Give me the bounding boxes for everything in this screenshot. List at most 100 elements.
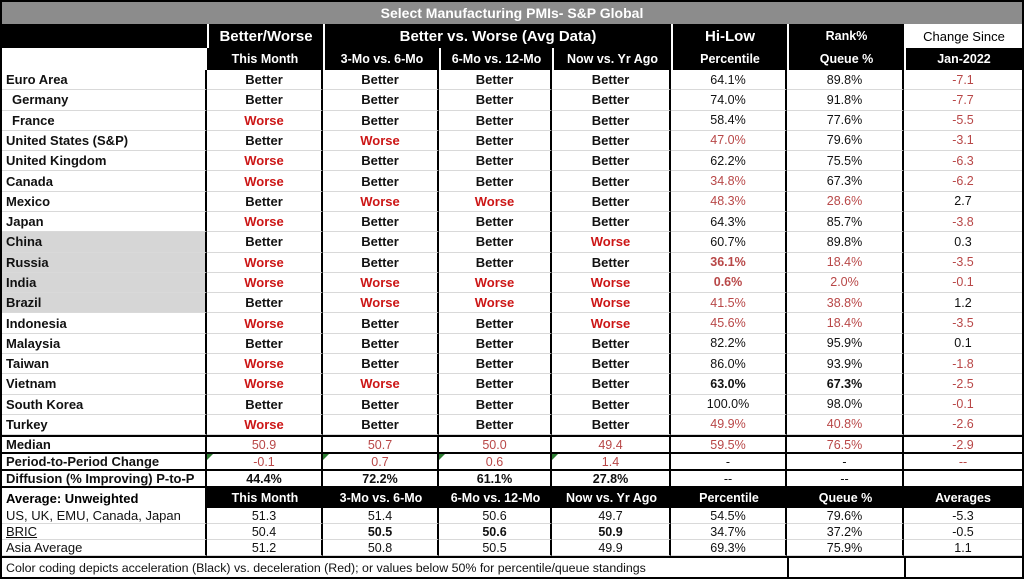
value-cell: Worse xyxy=(552,232,671,253)
value-cell: Worse xyxy=(207,374,323,395)
value-cell: Worse xyxy=(323,374,439,395)
value-cell: 89.8% xyxy=(787,70,904,91)
row-label: Malaysia xyxy=(2,333,207,354)
value-cell: Better xyxy=(207,90,323,111)
value-cell: Better xyxy=(207,70,323,91)
value-cell: Better xyxy=(439,374,552,395)
value-cell: 28.6% xyxy=(787,191,904,212)
value-cell: Better xyxy=(323,70,439,91)
header-group-blank xyxy=(2,24,207,48)
value-cell: Worse xyxy=(439,293,552,314)
header-group-better-worse: Better/Worse xyxy=(207,24,323,48)
header-col-6mo-vs-12mo: 6-Mo vs. 12-Mo xyxy=(439,48,552,70)
table-row: Japan Worse Better Better Better 64.3% 85.7% -3… xyxy=(2,211,1022,233)
row-label: Germany xyxy=(2,90,207,111)
row-label: South Korea xyxy=(2,394,207,415)
footer-empty-cell xyxy=(789,558,906,577)
header-group-avg-data: Better vs. Worse (Avg Data) xyxy=(323,24,671,48)
value-cell: -3.5 xyxy=(904,253,1022,273)
value-cell: Worse xyxy=(207,151,323,172)
value-cell: Worse xyxy=(207,414,323,436)
country-rows: Euro Area Better Better Better Better 64.1% 89… xyxy=(2,70,1022,436)
value-cell: 75.9% xyxy=(787,540,904,556)
value-cell: 85.7% xyxy=(787,211,904,233)
value-cell: Better xyxy=(439,394,552,415)
value-cell: Better xyxy=(552,70,671,91)
value-cell: -3.8 xyxy=(904,212,1022,233)
value-cell: Better xyxy=(323,90,439,111)
value-cell: 67.3% xyxy=(787,374,904,395)
value-cell: 0.6% xyxy=(671,272,787,294)
value-cell: Better xyxy=(439,130,552,152)
value-cell: 58.4% xyxy=(671,110,787,131)
value-cell: 75.5% xyxy=(787,151,904,172)
summary-rows: Median 50.9 50.7 50.0 49.4 59.5% 76.5% -2.9 Peri… xyxy=(2,435,1022,486)
value-cell: 51.2 xyxy=(207,540,323,556)
value-cell: Better xyxy=(552,110,671,131)
value-cell: Better xyxy=(323,414,439,436)
value-cell xyxy=(904,471,1022,486)
value-cell: Better xyxy=(552,252,671,273)
value-cell: Better xyxy=(323,232,439,253)
row-label: Brazil xyxy=(2,293,207,314)
value-cell: 18.4% xyxy=(787,313,904,334)
row-label: United States (S&P) xyxy=(2,130,207,152)
value-cell: 0.1 xyxy=(904,334,1022,354)
value-cell: Better xyxy=(439,90,552,111)
value-cell: Better xyxy=(439,414,552,436)
value-cell: -2.6 xyxy=(904,415,1022,436)
row-label: Turkey xyxy=(2,414,207,436)
header-col-jan-2022: Jan-2022 xyxy=(904,48,1022,70)
value-cell: 45.6% xyxy=(671,313,787,334)
value-cell: 61.1% xyxy=(439,471,552,486)
value-cell: 48.3% xyxy=(671,191,787,212)
value-cell: Better xyxy=(207,130,323,152)
value-cell: Worse xyxy=(207,211,323,233)
value-cell: 37.2% xyxy=(787,524,904,540)
row-label: Period-to-Period Change xyxy=(2,454,207,469)
value-cell: -3.5 xyxy=(904,313,1022,334)
value-cell: Worse xyxy=(552,272,671,294)
footer-note: Color coding depicts acceleration (Black… xyxy=(2,558,789,577)
value-cell: 49.9 xyxy=(552,540,671,556)
header-column-row: This Month 3-Mo vs. 6-Mo 6-Mo vs. 12-Mo … xyxy=(2,48,1022,70)
header-col-3mo-vs-6mo: 3-Mo vs. 6-Mo xyxy=(323,48,439,70)
table-row: Taiwan Worse Better Better Better 86.0% 93.9% -… xyxy=(2,353,1022,375)
table-row: Brazil Better Worse Worse Worse 41.5% 38.8% 1.2 xyxy=(2,293,1022,314)
value-cell: Better xyxy=(552,374,671,395)
value-cell: Worse xyxy=(207,313,323,334)
table-row: Diffusion (% Improving) P-to-P 44.4% 72.2%… xyxy=(2,469,1022,486)
value-cell: Worse xyxy=(323,293,439,314)
value-cell: Better xyxy=(439,211,552,233)
header-group-change-since: Change Since xyxy=(904,24,1022,48)
row-label: Median xyxy=(2,437,207,452)
value-cell: Better xyxy=(323,151,439,172)
value-cell: -7.7 xyxy=(904,90,1022,111)
value-cell: Better xyxy=(439,70,552,91)
value-cell: 50.4 xyxy=(207,524,323,540)
table-row: India Worse Worse Worse Worse 0.6% 2.0% -0.1 xyxy=(2,272,1022,294)
value-cell: 93.9% xyxy=(787,353,904,375)
value-cell: Worse xyxy=(207,272,323,294)
value-cell: Better xyxy=(552,90,671,111)
value-cell: 50.0 xyxy=(439,437,552,452)
average-rows: US, UK, EMU, Canada, Japan 51.3 51.4 50.6 49… xyxy=(2,508,1022,556)
value-cell: 50.7 xyxy=(323,437,439,452)
value-cell: -5.3 xyxy=(904,508,1022,524)
value-cell: Worse xyxy=(552,313,671,334)
value-cell: 100.0% xyxy=(671,394,787,415)
footer-row: Color coding depicts acceleration (Black… xyxy=(2,556,1022,577)
table-row: United States (S&P) Better Worse Better Bett… xyxy=(2,130,1022,152)
value-cell: Better xyxy=(207,333,323,354)
value-cell: -2.5 xyxy=(904,374,1022,395)
value-cell: Better xyxy=(552,191,671,212)
value-cell: Better xyxy=(552,211,671,233)
value-cell: Better xyxy=(207,232,323,253)
value-cell: Better xyxy=(323,313,439,334)
value-cell: 0.6 xyxy=(439,454,552,469)
value-cell: 50.9 xyxy=(552,524,671,540)
averages-header-col: Queue % xyxy=(818,491,873,505)
value-cell: 50.6 xyxy=(439,524,552,540)
table-row: South Korea Better Better Better Better 100.0… xyxy=(2,394,1022,415)
